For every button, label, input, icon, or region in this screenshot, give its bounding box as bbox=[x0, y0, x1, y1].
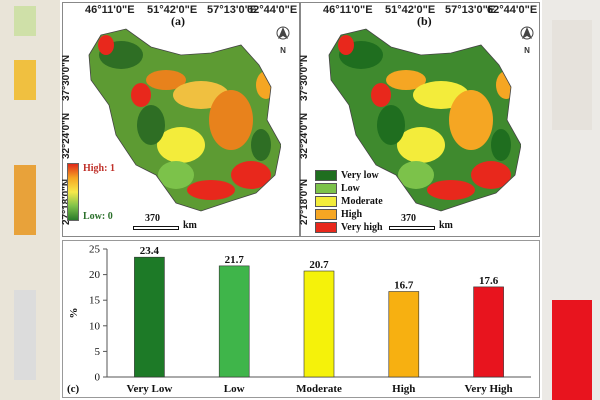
class-legend-label: High bbox=[341, 208, 363, 220]
bar bbox=[134, 256, 165, 378]
x-tick-label: Very Low bbox=[127, 383, 173, 395]
bar-value-label: 20.7 bbox=[309, 259, 329, 271]
y-tick-label: 0 bbox=[95, 372, 101, 384]
longitude-label: 57°13'0"E bbox=[445, 4, 496, 16]
y-tick-label: 5 bbox=[95, 346, 101, 358]
bar-chart-panel: 0 5 10 15 20 25% 23.4 Very Low 21.7 Low 20.7 Modera… bbox=[62, 240, 540, 398]
background-block bbox=[552, 20, 592, 130]
north-arrow-letter: N bbox=[524, 46, 530, 55]
bar bbox=[218, 265, 250, 378]
class-legend-swatch bbox=[315, 195, 337, 207]
latitude-label: 32°24'0"N bbox=[299, 112, 310, 159]
class-legend-item: Very high bbox=[315, 221, 383, 233]
latitude-label: 27°18'0"N bbox=[299, 178, 310, 225]
map-panel-b: 46°11'0"E 51°42'0"E 57°13'0"E 62°44'0"E … bbox=[299, 2, 540, 237]
longitude-label: 62°44'0"E bbox=[247, 4, 298, 16]
scale-bar-graphic bbox=[133, 226, 179, 230]
classified-map-b bbox=[328, 28, 521, 212]
class-legend-label: Moderate bbox=[341, 195, 383, 207]
bar-value-label: 21.7 bbox=[225, 254, 245, 266]
panel-label-b: (b) bbox=[417, 14, 432, 28]
scale-unit: km bbox=[439, 220, 453, 231]
background-left-strip bbox=[0, 0, 60, 400]
background-right-strip bbox=[542, 0, 600, 400]
background-swatch bbox=[14, 60, 36, 100]
scale-unit: km bbox=[183, 220, 197, 231]
class-legend-swatch bbox=[315, 182, 337, 194]
bar-value-label: 23.4 bbox=[140, 245, 160, 257]
y-axis-label: % bbox=[68, 308, 80, 319]
bar-value-label: 16.7 bbox=[394, 279, 414, 291]
susceptibility-map-a bbox=[88, 28, 281, 212]
longitude-label: 46°11'0"E bbox=[323, 4, 373, 16]
x-tick-label: Very High bbox=[465, 383, 513, 395]
latitude-label: 37°30'0"N bbox=[299, 54, 310, 101]
scale-value: 370 bbox=[145, 213, 160, 224]
bar-chart: 0 5 10 15 20 25% 23.4 Very Low 21.7 Low 20.7 Modera… bbox=[67, 244, 531, 395]
north-arrow-letter: N bbox=[280, 46, 286, 55]
longitude-label: 51°42'0"E bbox=[147, 4, 198, 16]
class-legend-swatch bbox=[315, 221, 337, 233]
longitude-label: 46°11'0"E bbox=[85, 4, 135, 16]
scale-bar-graphic bbox=[389, 226, 435, 230]
class-legend-label: Low bbox=[341, 182, 360, 194]
class-legend-item: High bbox=[315, 208, 383, 220]
legend-low-label: Low: 0 bbox=[83, 211, 113, 222]
latitude-label: 37°30'0"N bbox=[61, 54, 72, 101]
y-tick-label: 25 bbox=[89, 244, 101, 256]
y-tick-label: 20 bbox=[89, 269, 101, 281]
y-tick-label: 15 bbox=[89, 295, 101, 307]
latitude-label: 32°24'0"N bbox=[61, 112, 72, 159]
scale-value: 370 bbox=[401, 213, 416, 224]
legend-high-label: High: 1 bbox=[83, 163, 115, 174]
panel-label-c: (c) bbox=[67, 383, 80, 395]
longitude-label: 51°42'0"E bbox=[385, 4, 436, 16]
background-swatch bbox=[14, 290, 36, 380]
bar bbox=[473, 286, 504, 378]
north-arrow-icon: N bbox=[276, 19, 290, 55]
north-arrow-icon: N bbox=[520, 19, 534, 55]
map-panel-a: 46°11'0"E 51°42'0"E 57°13'0"E 62°44'0"E … bbox=[61, 2, 300, 237]
y-tick-label: 10 bbox=[89, 320, 101, 332]
bar bbox=[388, 291, 420, 378]
panel-label-a: (a) bbox=[171, 14, 185, 28]
x-tick-label: High bbox=[392, 383, 415, 395]
class-legend-swatch bbox=[315, 169, 337, 181]
class-legend: Very low Low Moderate High Very high bbox=[315, 169, 383, 234]
background-swatch bbox=[14, 6, 36, 36]
bar-value-label: 17.6 bbox=[479, 275, 499, 287]
x-tick-label: Moderate bbox=[296, 383, 342, 395]
class-legend-label: Very high bbox=[341, 221, 383, 233]
background-swatch bbox=[14, 165, 36, 235]
x-tick-label: Low bbox=[224, 383, 245, 395]
background-red-bar bbox=[552, 300, 592, 400]
class-legend-item: Low bbox=[315, 182, 383, 194]
bar bbox=[303, 270, 335, 378]
longitude-label: 62°44'0"E bbox=[487, 4, 538, 16]
class-legend-swatch bbox=[315, 208, 337, 220]
class-legend-label: Very low bbox=[341, 169, 379, 181]
class-legend-item: Very low bbox=[315, 169, 383, 181]
class-legend-item: Moderate bbox=[315, 195, 383, 207]
continuous-legend-bar bbox=[67, 163, 79, 221]
longitude-label: 57°13'0"E bbox=[207, 4, 258, 16]
